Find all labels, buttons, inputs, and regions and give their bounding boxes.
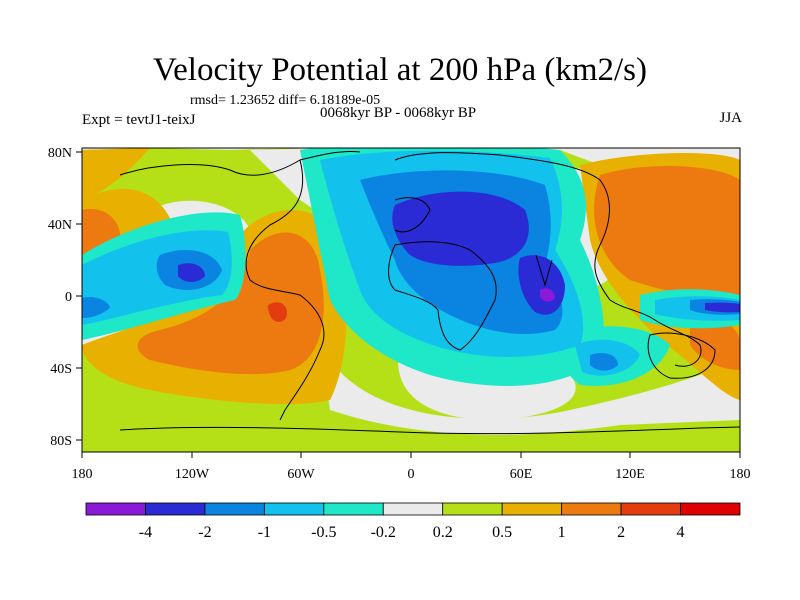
latitude-axis: 80N 40N 0 40S 80S	[48, 146, 82, 449]
americas-coast	[119, 159, 325, 421]
contour-band-pos3	[268, 302, 287, 322]
colorbar-label: 1	[558, 524, 566, 541]
europe-coast	[394, 197, 431, 233]
period-label: 0068kyr BP - 0068kyr BP	[320, 105, 477, 121]
lat-label-40n: 40N	[48, 218, 72, 233]
lon-label-60w: 60W	[287, 467, 315, 482]
coastlines	[119, 151, 740, 435]
colorbar-swatch	[85, 502, 146, 516]
colorbar: -4 -2 -1 -0.5 -0.2 0.2 0.5 1 2 4	[85, 502, 741, 541]
lon-label-60e: 60E	[510, 467, 533, 482]
contour-field	[82, 148, 740, 452]
contour-band-pos2	[137, 232, 324, 375]
eurasia-coast	[394, 152, 702, 367]
stats-annotation: rmsd= 1.23652 diff= 6.18189e-05	[190, 93, 381, 108]
colorbar-label: -0.2	[371, 524, 396, 541]
colorbar-label: 4	[677, 524, 685, 541]
greenland-coast	[299, 151, 361, 161]
contour-band-pos2	[594, 165, 740, 300]
colorbar-swatch	[323, 502, 384, 516]
colorbar-swatch	[263, 502, 325, 516]
colorbar-swatch	[382, 502, 444, 516]
contour-band-neg3	[178, 263, 205, 282]
colorbar-swatch	[145, 502, 206, 516]
contour-band-neg3	[705, 302, 740, 313]
colorbar-swatch	[620, 502, 681, 516]
lon-label-120w: 120W	[175, 467, 210, 482]
experiment-label: Expt = tevtJ1-teixJ	[82, 112, 196, 128]
colorbar-label: 0.2	[433, 524, 453, 541]
colorbar-swatch	[204, 502, 265, 516]
contour-band-zero	[320, 340, 740, 435]
contour-band-neg4	[540, 288, 555, 302]
lon-label-180e: 180	[730, 467, 751, 482]
colorbar-swatch	[442, 502, 503, 516]
lon-label-120e: 120E	[615, 467, 645, 482]
contour-band-pos1	[82, 148, 150, 200]
colorbar-swatch	[561, 502, 622, 516]
colorbar-label: 2	[617, 524, 625, 541]
longitude-axis: 180 120W 60W 0 60E 120E 180	[72, 452, 751, 482]
season-label: JJA	[719, 110, 742, 126]
lat-label-eq: 0	[65, 290, 72, 305]
plot-title: Velocity Potential at 200 hPa (km2/s)	[152, 52, 648, 88]
colorbar-label: 0.5	[492, 524, 512, 541]
contour-band-neg3	[518, 255, 565, 315]
colorbar-label: -2	[198, 524, 211, 541]
colorbar-label: -0.5	[311, 524, 336, 541]
contour-band-neg3	[392, 191, 529, 266]
lon-label-180w: 180	[72, 467, 93, 482]
contour-band-zero	[82, 148, 740, 175]
lat-label-80s: 80S	[50, 434, 72, 449]
contour-band-pos2	[690, 318, 740, 370]
lat-label-80n: 80N	[48, 146, 72, 161]
australia-coast	[647, 332, 716, 379]
colorbar-label: -1	[258, 524, 271, 541]
lat-label-40s: 40S	[50, 362, 72, 377]
colorbar-swatch	[501, 502, 563, 516]
colorbar-swatch	[680, 502, 741, 516]
antarctica-coast	[119, 426, 740, 435]
india-coast	[535, 254, 553, 287]
africa-coast	[388, 241, 497, 351]
contour-band-neg2	[590, 353, 618, 371]
lon-label-0: 0	[408, 467, 415, 482]
colorbar-label: -4	[139, 524, 152, 541]
contour-band-neg2	[82, 297, 110, 318]
